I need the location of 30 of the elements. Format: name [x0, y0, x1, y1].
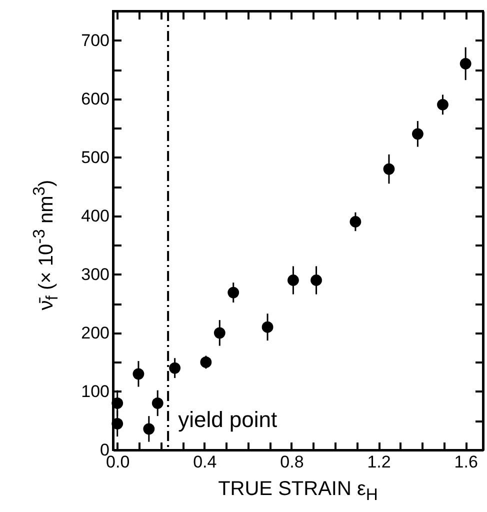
x-tick-label: 1.2 — [367, 452, 391, 472]
y-tick-label: 300 — [81, 264, 110, 284]
point — [214, 327, 226, 339]
point — [437, 98, 448, 110]
point — [460, 58, 472, 70]
point — [200, 356, 212, 368]
x-tick-label: 0.4 — [193, 452, 217, 472]
x-tick-label: 0.8 — [280, 452, 304, 472]
y-tick-label: 700 — [81, 30, 110, 50]
point — [412, 128, 424, 140]
point — [169, 362, 181, 374]
point — [143, 423, 155, 435]
y-tick-label: 100 — [81, 382, 110, 401]
point — [288, 274, 299, 286]
point — [310, 274, 322, 286]
y-tick-label: 600 — [81, 89, 110, 108]
y-tick-label: 200 — [81, 323, 110, 342]
point — [228, 286, 240, 298]
y-tick-label: 500 — [81, 148, 110, 167]
point — [112, 397, 124, 409]
point — [383, 163, 395, 175]
point — [262, 321, 274, 333]
point — [112, 418, 124, 430]
ref-line-label: yield point — [178, 407, 278, 432]
x-axis-title: TRUE STRAIN ε$_{H}$ — [218, 478, 378, 505]
point — [350, 216, 362, 228]
point — [152, 397, 164, 409]
y-tick-label: 400 — [81, 206, 110, 226]
x-tick-label: 1.6 — [454, 452, 478, 472]
point — [132, 368, 144, 380]
